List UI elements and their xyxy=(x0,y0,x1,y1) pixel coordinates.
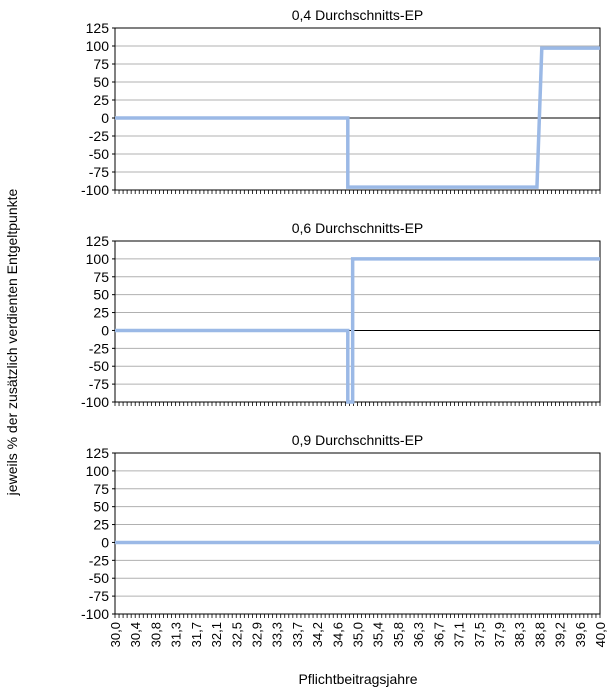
x-tick-label: 38,3 xyxy=(512,622,527,647)
y-tick-label: 75 xyxy=(93,269,109,285)
y-tick-label: 50 xyxy=(93,74,109,90)
y-tick-label: 25 xyxy=(93,92,109,108)
x-tick-label: 36,3 xyxy=(411,622,426,647)
y-tick-label: 0 xyxy=(101,110,109,126)
y-tick-label: -75 xyxy=(89,164,109,180)
y-axis-label: jeweils % der zusätzlich verdienten Entg… xyxy=(4,188,20,496)
x-tick-label: 32,5 xyxy=(229,622,244,647)
x-tick-label: 33,3 xyxy=(270,622,285,647)
y-tick-label: 125 xyxy=(86,20,110,36)
x-tick-label: 36,7 xyxy=(431,622,446,647)
x-tick-label: 39,6 xyxy=(573,622,588,647)
y-tick-label: -50 xyxy=(89,146,109,162)
x-tick-label: 32,1 xyxy=(209,622,224,647)
x-tick-label: 35,4 xyxy=(371,622,386,647)
chart-panel-1: 0,4 Durchschnitts-EP 125 100 75 50 25 0 -25 -50 -… xyxy=(81,7,601,198)
y-tick-label: 50 xyxy=(93,499,109,515)
series-line xyxy=(115,46,600,189)
chart-title: 0,9 Durchschnitts-EP xyxy=(292,432,424,448)
y-tick-label: -25 xyxy=(89,128,109,144)
y-tick-label: 0 xyxy=(101,534,109,550)
x-tick-label: 31,7 xyxy=(189,622,204,647)
x-tick-label: 39,2 xyxy=(553,622,568,647)
y-tick-label: 0 xyxy=(101,322,109,338)
plot-frame xyxy=(114,452,601,615)
chart-title: 0,6 Durchschnitts-EP xyxy=(292,220,424,236)
x-tick-label: 34,6 xyxy=(330,622,345,647)
x-tick-label: 30,8 xyxy=(148,622,163,647)
y-tick-label: 75 xyxy=(93,481,109,497)
x-tick-label: 40,0 xyxy=(593,622,607,647)
y-tick-label: 50 xyxy=(93,287,109,303)
y-tick-label: -75 xyxy=(89,376,109,392)
x-tick-label: 37,9 xyxy=(492,622,507,647)
y-tick-label: 25 xyxy=(93,517,109,533)
x-tick-label: 35,0 xyxy=(351,622,366,647)
chart-panels: 0,4 Durchschnitts-EP1251007550250-25-50-… xyxy=(81,7,607,647)
y-tick-label: 100 xyxy=(86,463,110,479)
y-tick-label: 100 xyxy=(86,251,110,267)
y-tick-label: -100 xyxy=(81,606,109,622)
x-tick-label: 37,1 xyxy=(452,622,467,647)
y-tick-label: -100 xyxy=(81,394,109,410)
x-tick-label: 37,5 xyxy=(472,622,487,647)
y-tick-label: 125 xyxy=(86,233,110,249)
y-tick-label: -25 xyxy=(89,340,109,356)
x-axis-label: Pflichtbeitragsjahre xyxy=(298,671,417,687)
chart-panel-2: 0,6 Durchschnitts-EP 125 100 75 50 250 -25 -50 -… xyxy=(81,220,601,410)
x-tick-label: 32,9 xyxy=(249,622,264,647)
y-tick-label: 125 xyxy=(86,445,110,461)
plot-frame xyxy=(114,27,601,191)
chart-title: 0,4 Durchschnitts-EP xyxy=(292,7,424,23)
x-tick-label: 34,2 xyxy=(310,622,325,647)
y-tick-label: -100 xyxy=(81,182,109,198)
y-tick-label: -25 xyxy=(89,552,109,568)
plot-frame xyxy=(114,240,601,403)
y-tick-label: 25 xyxy=(93,305,109,321)
x-tick-label: 35,8 xyxy=(391,622,406,647)
x-tick-label: 31,3 xyxy=(169,622,184,647)
x-tick-label: 30,4 xyxy=(128,622,143,647)
y-tick-label: 100 xyxy=(86,38,110,54)
y-tick-label: -50 xyxy=(89,358,109,374)
y-tick-label: -75 xyxy=(89,588,109,604)
x-tick-label: 33,7 xyxy=(290,622,305,647)
y-tick-label: 75 xyxy=(93,56,109,72)
y-tick-label: -50 xyxy=(89,570,109,586)
x-tick-label: 30,0 xyxy=(108,622,123,647)
x-tick-label: 38,8 xyxy=(532,622,547,647)
series-line xyxy=(115,257,600,404)
chart-panel-3: 0,9 Durchschnitts-EP 125 100 75 50 250 -25 -50 -… xyxy=(81,432,607,647)
